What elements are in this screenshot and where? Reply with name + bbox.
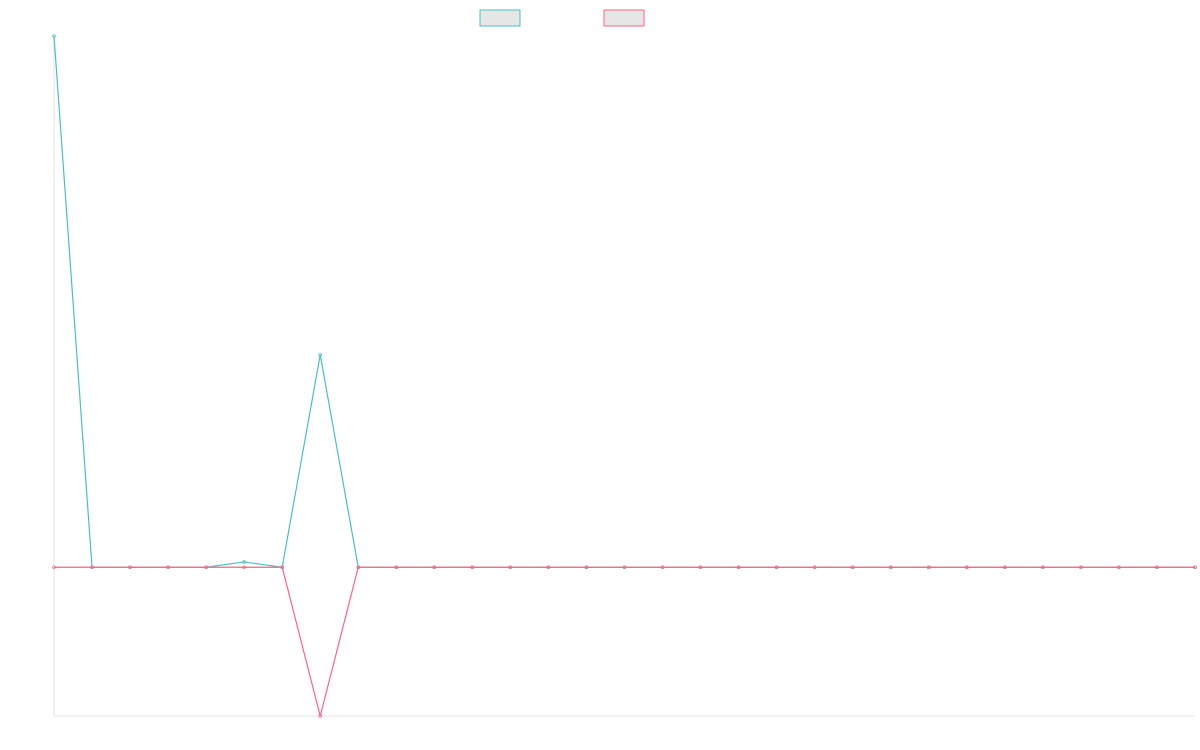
- data-point[interactable]: [888, 565, 893, 570]
- series: [52, 34, 1197, 570]
- data-point[interactable]: [166, 565, 170, 570]
- data-point[interactable]: [52, 565, 56, 570]
- data-point[interactable]: [1117, 565, 1121, 570]
- axes: [53, 36, 1195, 717]
- data-point[interactable]: [698, 565, 703, 570]
- series-layer: [52, 34, 1197, 718]
- data-point[interactable]: [128, 565, 132, 570]
- data-point[interactable]: [736, 565, 741, 570]
- data-point[interactable]: [356, 565, 361, 570]
- data-point[interactable]: [660, 565, 665, 570]
- data-point[interactable]: [546, 565, 551, 570]
- series-line: [54, 566, 1195, 717]
- data-point[interactable]: [926, 565, 931, 570]
- data-point[interactable]: [622, 565, 627, 570]
- data-point[interactable]: [812, 565, 817, 570]
- data-point[interactable]: [90, 565, 94, 570]
- data-point[interactable]: [584, 565, 589, 570]
- data-point[interactable]: [1079, 565, 1083, 570]
- data-point[interactable]: [1193, 565, 1197, 570]
- series: [52, 565, 1197, 718]
- data-point[interactable]: [394, 565, 399, 570]
- data-point[interactable]: [508, 565, 513, 570]
- data-point[interactable]: [1155, 565, 1159, 570]
- data-point[interactable]: [318, 714, 323, 718]
- data-point[interactable]: [204, 565, 208, 570]
- data-point[interactable]: [242, 565, 246, 570]
- data-point[interactable]: [52, 34, 56, 38]
- data-point[interactable]: [850, 565, 855, 570]
- data-point[interactable]: [964, 565, 969, 570]
- series-line: [53, 35, 1195, 568]
- data-point[interactable]: [318, 352, 323, 357]
- data-point[interactable]: [774, 565, 779, 570]
- data-point[interactable]: [242, 560, 246, 564]
- data-point[interactable]: [280, 565, 285, 570]
- legend-item[interactable]: [479, 9, 521, 27]
- legend-swatch: [479, 9, 521, 27]
- data-point[interactable]: [1003, 565, 1007, 570]
- data-point[interactable]: [1041, 565, 1045, 570]
- legend-swatch: [603, 9, 645, 27]
- legend-item[interactable]: [603, 9, 645, 27]
- data-point[interactable]: [470, 565, 475, 570]
- data-point[interactable]: [432, 565, 437, 570]
- legend[interactable]: [479, 9, 645, 27]
